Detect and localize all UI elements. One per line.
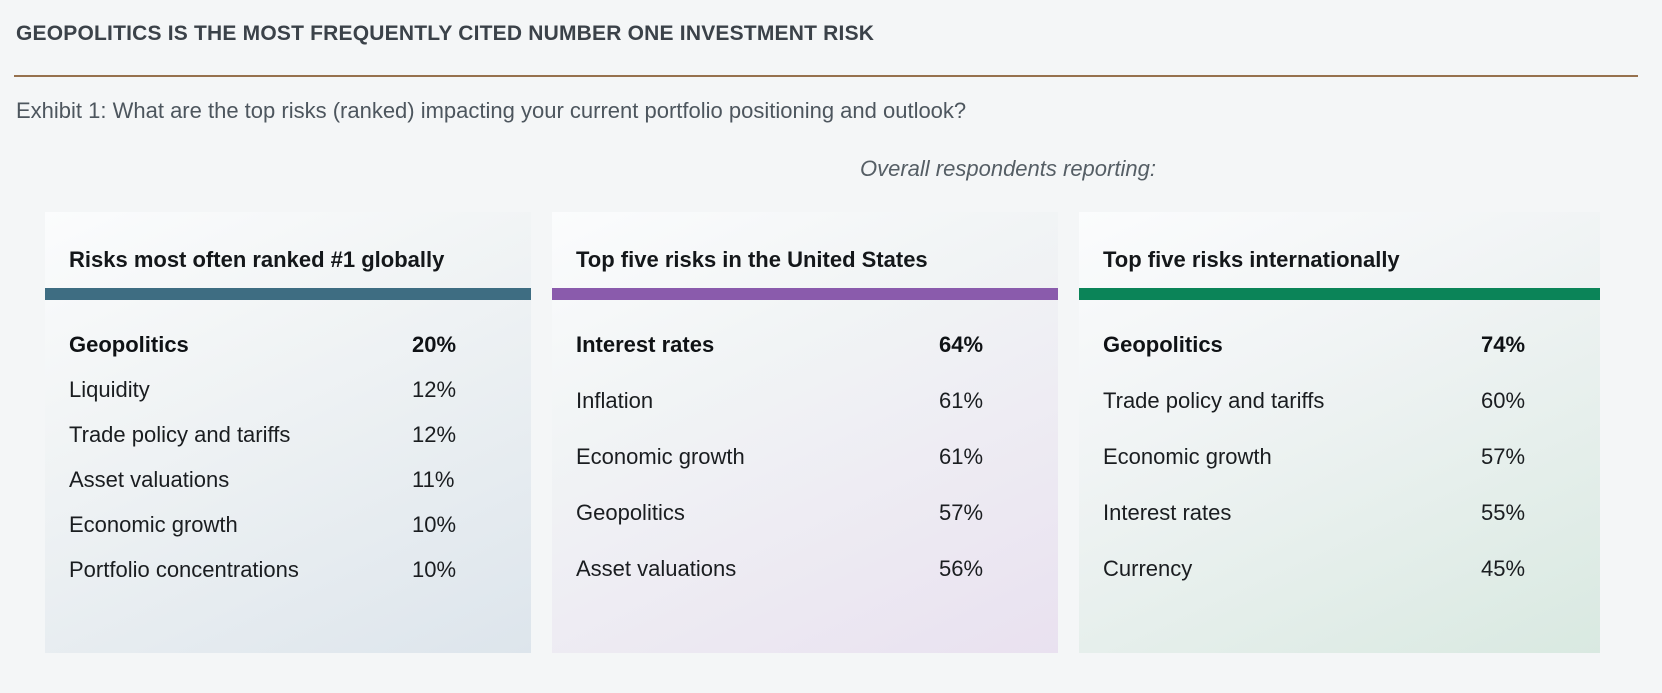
header-divider <box>14 75 1638 77</box>
exhibit-caption: Exhibit 1: What are the top risks (ranke… <box>16 98 967 123</box>
respondents-note: Overall respondents reporting: <box>860 156 1156 181</box>
accent-bar-purple <box>552 288 1058 300</box>
risk-label: Geopolitics <box>576 500 685 525</box>
risk-row: Inflation 61% <box>576 373 1058 429</box>
risk-label: Inflation <box>576 388 654 413</box>
risk-value: 74% <box>1481 332 1526 357</box>
risk-value: 64% <box>939 332 984 357</box>
risk-label: Trade policy and tariffs <box>69 421 291 447</box>
risk-value: 10% <box>412 556 457 582</box>
risk-row: Asset valuations 11% <box>69 457 531 502</box>
risk-row: Trade policy and tariffs 60% <box>1103 373 1600 429</box>
risk-label: Liquidity <box>69 376 150 402</box>
risk-row: Economic growth 57% <box>1103 429 1600 485</box>
risk-row: Interest rates 55% <box>1103 485 1600 541</box>
panel-title-international: Top five risks internationally <box>1103 247 1400 272</box>
risk-value: 56% <box>939 556 984 581</box>
risk-value: 61% <box>939 388 984 413</box>
risk-label: Interest rates <box>576 332 715 357</box>
risk-value: 57% <box>1481 444 1526 469</box>
risk-label: Economic growth <box>1103 444 1272 469</box>
risk-value: 61% <box>939 444 984 469</box>
risk-value: 20% <box>412 331 457 357</box>
risk-value: 57% <box>939 500 984 525</box>
risk-row: Trade policy and tariffs 12% <box>69 412 531 457</box>
risk-value: 45% <box>1481 556 1526 581</box>
risk-label: Interest rates <box>1103 500 1232 525</box>
risk-value: 60% <box>1481 388 1526 413</box>
risk-label: Economic growth <box>576 444 745 469</box>
page-title: GEOPOLITICS IS THE MOST FREQUENTLY CITED… <box>16 22 875 45</box>
risk-row: Interest rates 64% <box>576 317 1058 373</box>
risk-list-global: Geopolitics 20% Liquidity 12% Trade poli… <box>45 300 531 592</box>
risk-value: 12% <box>412 421 457 447</box>
risk-row: Currency 45% <box>1103 541 1600 597</box>
risk-row: Liquidity 12% <box>69 367 531 412</box>
panel-top5-us: Top five risks in the United States Inte… <box>552 212 1058 653</box>
risk-label: Asset valuations <box>69 466 230 492</box>
risk-row: Geopolitics 57% <box>576 485 1058 541</box>
risk-value: 10% <box>412 511 457 537</box>
risk-row: Portfolio concentrations 10% <box>69 547 531 592</box>
risk-value: 11% <box>412 466 455 492</box>
risk-panels: Risks most often ranked #1 globally Geop… <box>45 212 1600 653</box>
risk-list-international: Geopolitics 74% Trade policy and tariffs… <box>1079 300 1600 597</box>
panel-title-global: Risks most often ranked #1 globally <box>69 247 445 272</box>
accent-bar-green <box>1079 288 1600 300</box>
risk-row: Geopolitics 20% <box>69 322 531 367</box>
risk-row: Geopolitics 74% <box>1103 317 1600 373</box>
risk-row: Economic growth 61% <box>576 429 1058 485</box>
risk-label: Economic growth <box>69 511 238 537</box>
risk-value: 55% <box>1481 500 1526 525</box>
risk-label: Geopolitics <box>69 331 189 357</box>
panel-global-rank1: Risks most often ranked #1 globally Geop… <box>45 212 531 653</box>
risk-row: Asset valuations 56% <box>576 541 1058 597</box>
risk-label: Trade policy and tariffs <box>1103 388 1325 413</box>
risk-list-us: Interest rates 64% Inflation 61% Economi… <box>552 300 1058 597</box>
panel-top5-international: Top five risks internationally Geopoliti… <box>1079 212 1600 653</box>
risk-label: Portfolio concentrations <box>69 556 299 582</box>
risk-label: Asset valuations <box>576 556 737 581</box>
risk-row: Economic growth 10% <box>69 502 531 547</box>
risk-value: 12% <box>412 376 457 402</box>
accent-bar-teal <box>45 288 531 300</box>
panel-title-us: Top five risks in the United States <box>576 247 928 272</box>
risk-label: Geopolitics <box>1103 332 1223 357</box>
risk-label: Currency <box>1103 556 1193 581</box>
